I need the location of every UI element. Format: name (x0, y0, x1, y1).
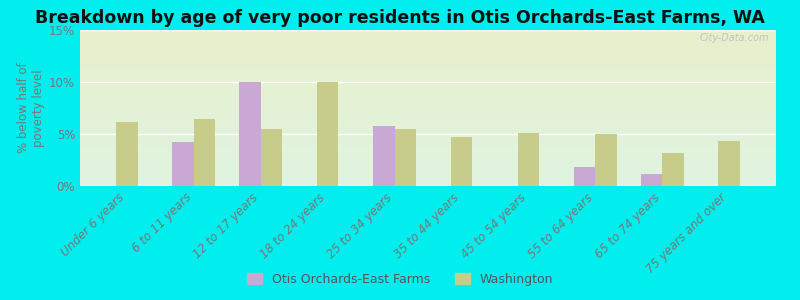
Bar (574, 167, 595, 186)
Text: City-Data.com: City-Data.com (699, 33, 769, 43)
Bar (595, 134, 617, 186)
Bar (641, 173, 662, 186)
Bar (116, 122, 138, 186)
Legend: Otis Orchards-East Farms, Washington: Otis Orchards-East Farms, Washington (242, 268, 558, 291)
Bar (718, 141, 740, 186)
Bar (239, 82, 261, 186)
Bar (317, 82, 338, 186)
Bar (518, 133, 539, 186)
Bar (450, 137, 472, 186)
Y-axis label: % below half of
poverty level: % below half of poverty level (17, 63, 45, 153)
Bar (662, 153, 684, 186)
Bar (394, 129, 416, 186)
Bar (261, 129, 282, 186)
Text: Breakdown by age of very poor residents in Otis Orchards-East Farms, WA: Breakdown by age of very poor residents … (35, 9, 765, 27)
Bar (172, 142, 194, 186)
Bar (373, 126, 394, 186)
Bar (194, 119, 215, 186)
